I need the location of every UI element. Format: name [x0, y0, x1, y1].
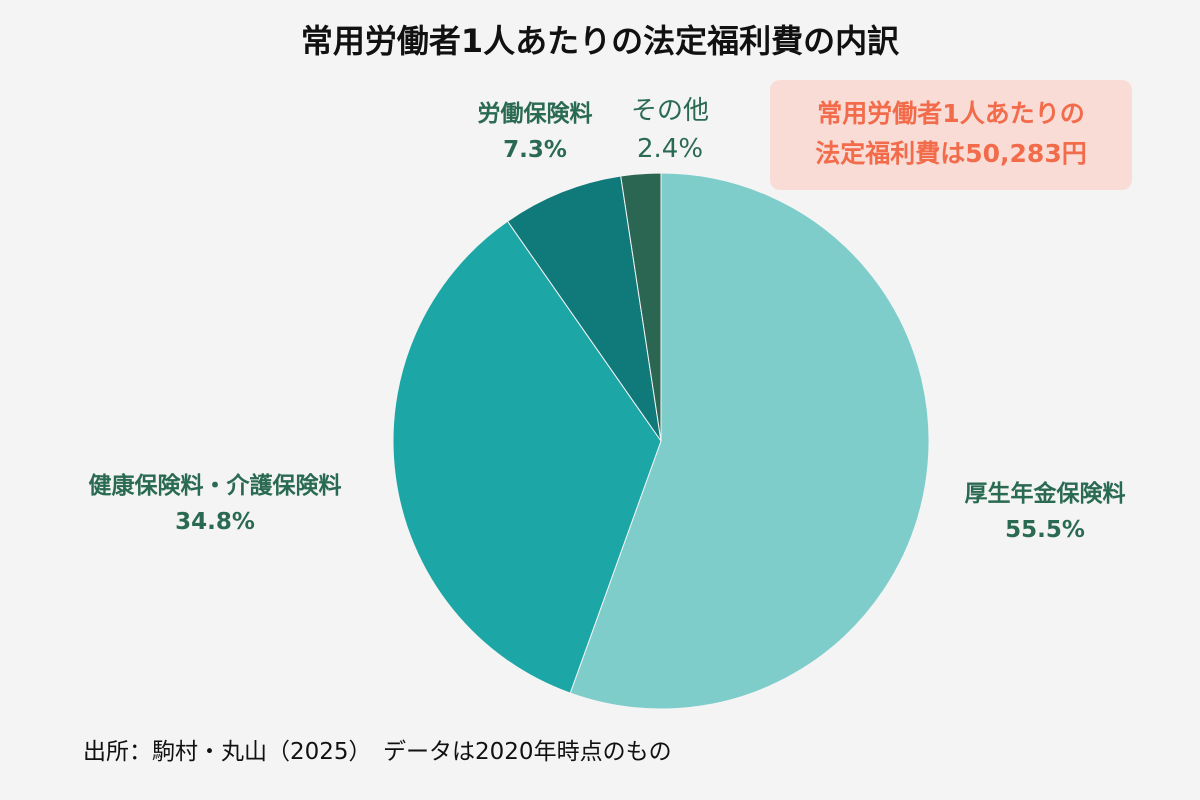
- label-kenko-hoken: 健康保険料・介護保険料 34.8%: [30, 468, 400, 540]
- slice-value-label: 34.8%: [175, 509, 255, 535]
- slice-label: 労働保険料: [477, 101, 593, 127]
- label-sonota: その他 2.4%: [610, 92, 730, 168]
- pie-slice-2: [506, 175, 662, 442]
- total-callout: 常用労働者1人あたりの 法定福利費は50,283円: [770, 80, 1132, 190]
- label-rodo-hoken: 労働保険料 7.3%: [450, 96, 620, 168]
- callout-line-2: 法定福利費は50,283円: [815, 139, 1087, 168]
- pie-slice-3: [620, 172, 662, 442]
- callout-line-1: 常用労働者1人あたりの: [817, 99, 1085, 128]
- slice-value-label: 7.3%: [503, 137, 567, 163]
- chart-title: 常用労働者1人あたりの法定福利費の内訳: [300, 22, 900, 60]
- pie-slice-0: [569, 172, 930, 710]
- slice-label: 厚生年金保険料: [964, 481, 1126, 507]
- label-kosei-nenkin: 厚生年金保険料 55.5%: [930, 476, 1160, 548]
- slice-label: その他: [630, 96, 709, 126]
- source-note: 出所：駒村・丸山（2025） データは2020年時点のもの: [83, 739, 672, 765]
- slice-value-label: 2.4%: [636, 134, 704, 164]
- pie-slice-1: [392, 220, 662, 694]
- slice-label: 健康保険料・介護保険料: [88, 473, 342, 499]
- slice-value-label: 55.5%: [1005, 517, 1085, 543]
